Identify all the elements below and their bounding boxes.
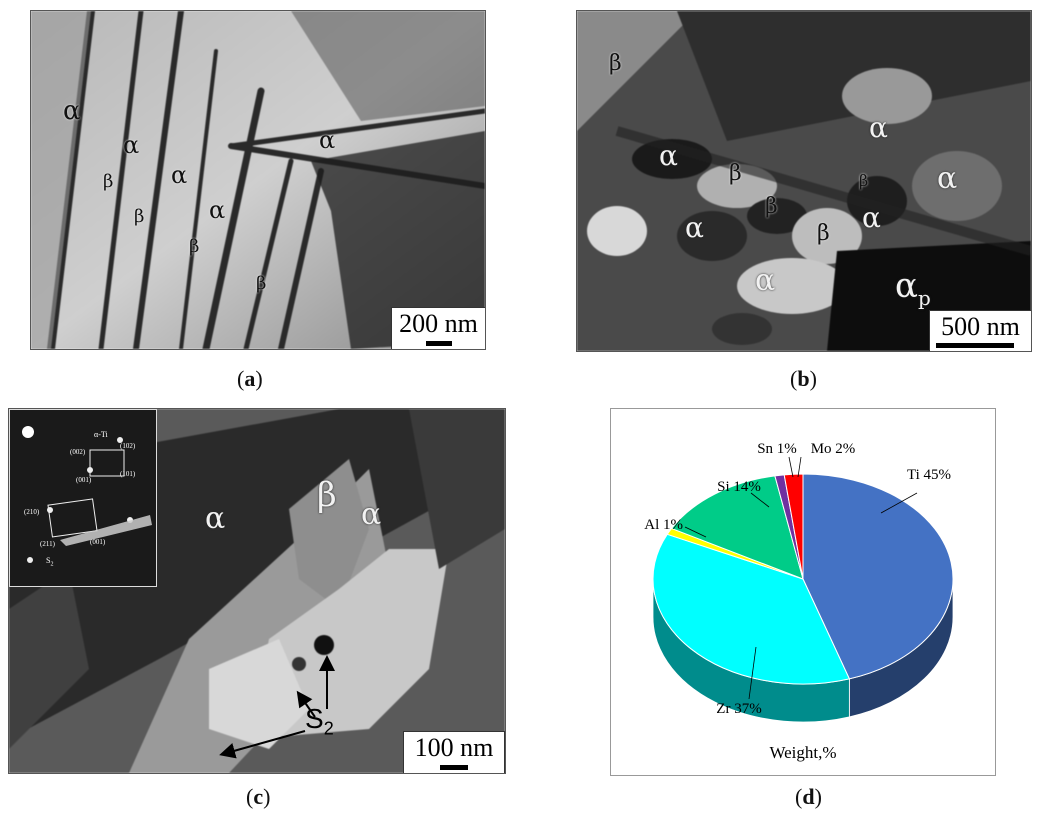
scale-bar-line — [440, 765, 468, 770]
phase-label: β — [859, 171, 869, 190]
tem-micrograph-c — [9, 409, 505, 773]
panel-b-image: β α α α α α β β β β α αp 500 nm — [576, 10, 1032, 352]
phase-label: α — [319, 126, 336, 154]
phase-label: α — [869, 111, 888, 144]
phase-label: α — [361, 497, 382, 532]
panel-d-caption: (d) — [795, 784, 822, 809]
phase-label: α — [685, 211, 704, 244]
phase-label: α — [937, 161, 958, 196]
inset-index-label: (211) — [40, 540, 55, 548]
phase-label: α — [862, 201, 881, 234]
inset-s-sub: 2 — [50, 561, 54, 568]
pie-slice-label: Al 1% — [644, 517, 683, 533]
panel-a-caption: (a) — [237, 366, 263, 391]
inset-index-label: (001) — [90, 538, 106, 546]
diffraction-inset: α-Ti (002) (102) (001) (101) (210) (211)… — [9, 409, 157, 587]
tem-micrograph-b — [577, 11, 1031, 351]
pie-slice-zr — [652, 533, 851, 685]
pie-leader-line — [797, 456, 802, 478]
phase-label: β — [765, 194, 778, 219]
scale-bar-text: 100 nm — [414, 733, 494, 762]
pie-slice-ti — [802, 473, 954, 680]
phase-label: β — [317, 475, 337, 515]
phase-label: β — [609, 51, 622, 76]
s2-label: S2 — [305, 703, 334, 740]
caption-letter: c — [253, 784, 264, 809]
caption-letter: d — [802, 784, 815, 809]
pie-slice-mo — [783, 473, 804, 580]
pie-slice-label: Zr 37% — [716, 701, 761, 717]
diffraction-pattern — [22, 426, 152, 563]
pie-leader-line — [788, 456, 794, 478]
scale-bar: 500 nm — [929, 310, 1031, 351]
pie-chart: Ti 45% Zr 37% Al 1% Si 14% Sn 1% Mo 2% — [644, 441, 954, 723]
phase-label-alpha-p: αp — [895, 266, 931, 310]
phase-label: α — [205, 501, 226, 536]
tem-micrograph-a — [31, 11, 485, 349]
s2-text: S — [305, 703, 324, 734]
scale-bar-line — [936, 343, 1014, 348]
panel-c-caption: (c) — [246, 784, 271, 809]
alpha-p-symbol: α — [895, 266, 918, 306]
panel-a-image: α α α α α β β β β 200 nm — [30, 10, 486, 350]
phase-label: α — [123, 131, 140, 159]
scale-bar-line — [426, 341, 452, 346]
alpha-p-subscript: p — [917, 285, 931, 310]
scale-bar-text: 200 nm — [399, 309, 478, 338]
inset-s-label: S2 — [46, 556, 53, 568]
inset-title: α-Ti — [94, 430, 108, 439]
scale-bar: 200 nm — [391, 307, 485, 349]
pie-slice-label: Mo 2% — [811, 441, 856, 457]
phase-label: β — [729, 161, 742, 186]
inset-index-label: (101) — [120, 470, 136, 478]
phase-label: α — [171, 161, 188, 189]
pie-leader-line — [750, 492, 770, 508]
caption-letter: a — [244, 366, 256, 391]
arrow — [219, 730, 306, 759]
phase-label: β — [256, 273, 267, 294]
inset-s-text: S — [46, 556, 51, 565]
s2-sub: 2 — [323, 718, 334, 739]
pie-slice-label: Ti 45% — [907, 467, 951, 483]
pie-chart-panel: Ti 45% Zr 37% Al 1% Si 14% Sn 1% Mo 2% Weight… — [610, 408, 996, 776]
pie-slice-si — [670, 475, 804, 580]
inset-index-label: (210) — [24, 508, 40, 516]
inset-index-label: (102) — [120, 442, 136, 450]
phase-label: α — [209, 196, 226, 224]
inset-index-label: (001) — [76, 476, 92, 484]
phase-label: β — [189, 236, 200, 257]
phase-label: α — [755, 263, 776, 298]
phase-label: α — [63, 96, 81, 126]
arrows-overlay — [219, 655, 335, 759]
panel-c-image: α-Ti (002) (102) (001) (101) (210) (211)… — [8, 408, 506, 774]
scale-bar: 100 nm — [403, 731, 505, 773]
arrow — [296, 690, 316, 718]
phase-label: β — [134, 206, 145, 227]
scale-bar-text: 500 nm — [941, 312, 1020, 341]
phase-label: α — [659, 139, 678, 172]
pie-leader-line — [748, 646, 757, 700]
chart-axis-label: Weight,% — [769, 743, 837, 762]
pie-leader-line — [684, 526, 707, 538]
caption-letter: b — [797, 366, 810, 391]
pie-slice-label: Sn 1% — [757, 441, 797, 457]
phase-label: β — [103, 171, 114, 192]
phase-label: β — [817, 221, 830, 246]
inset-index-label: (002) — [70, 448, 86, 456]
pie-slice-label: Si 14% — [717, 479, 761, 495]
pie-leader-line — [880, 492, 918, 514]
panel-b-caption: (b) — [790, 366, 817, 391]
